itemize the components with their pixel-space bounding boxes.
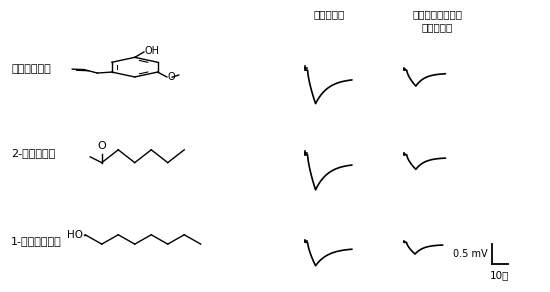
Text: HO: HO (67, 230, 82, 240)
Text: OH: OH (145, 46, 160, 56)
Text: 2-ヘプタノン: 2-ヘプタノン (11, 148, 55, 158)
Text: オイゲノール: オイゲノール (11, 64, 51, 74)
Text: 1-ヘプタノール: 1-ヘプタノール (11, 236, 62, 246)
Text: 0.5 mV: 0.5 mV (453, 249, 488, 259)
Text: 10秒: 10秒 (490, 270, 510, 280)
Text: O: O (97, 141, 106, 151)
Text: O: O (168, 72, 175, 82)
Text: グーフィー遣伝子
欠涸マウス: グーフィー遣伝子 欠涸マウス (412, 9, 462, 32)
Text: 正常マウス: 正常マウス (314, 9, 344, 19)
